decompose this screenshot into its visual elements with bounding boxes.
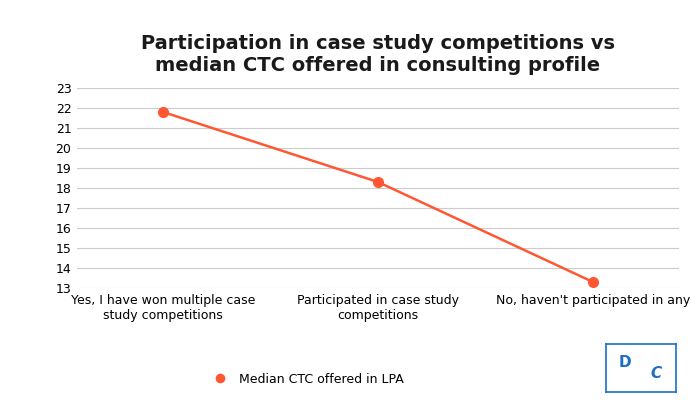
Title: Participation in case study competitions vs
median CTC offered in consulting pro: Participation in case study competitions… — [141, 34, 615, 75]
Text: C: C — [650, 366, 662, 381]
Legend: Median CTC offered in LPA: Median CTC offered in LPA — [208, 373, 404, 386]
Text: D: D — [619, 355, 631, 370]
